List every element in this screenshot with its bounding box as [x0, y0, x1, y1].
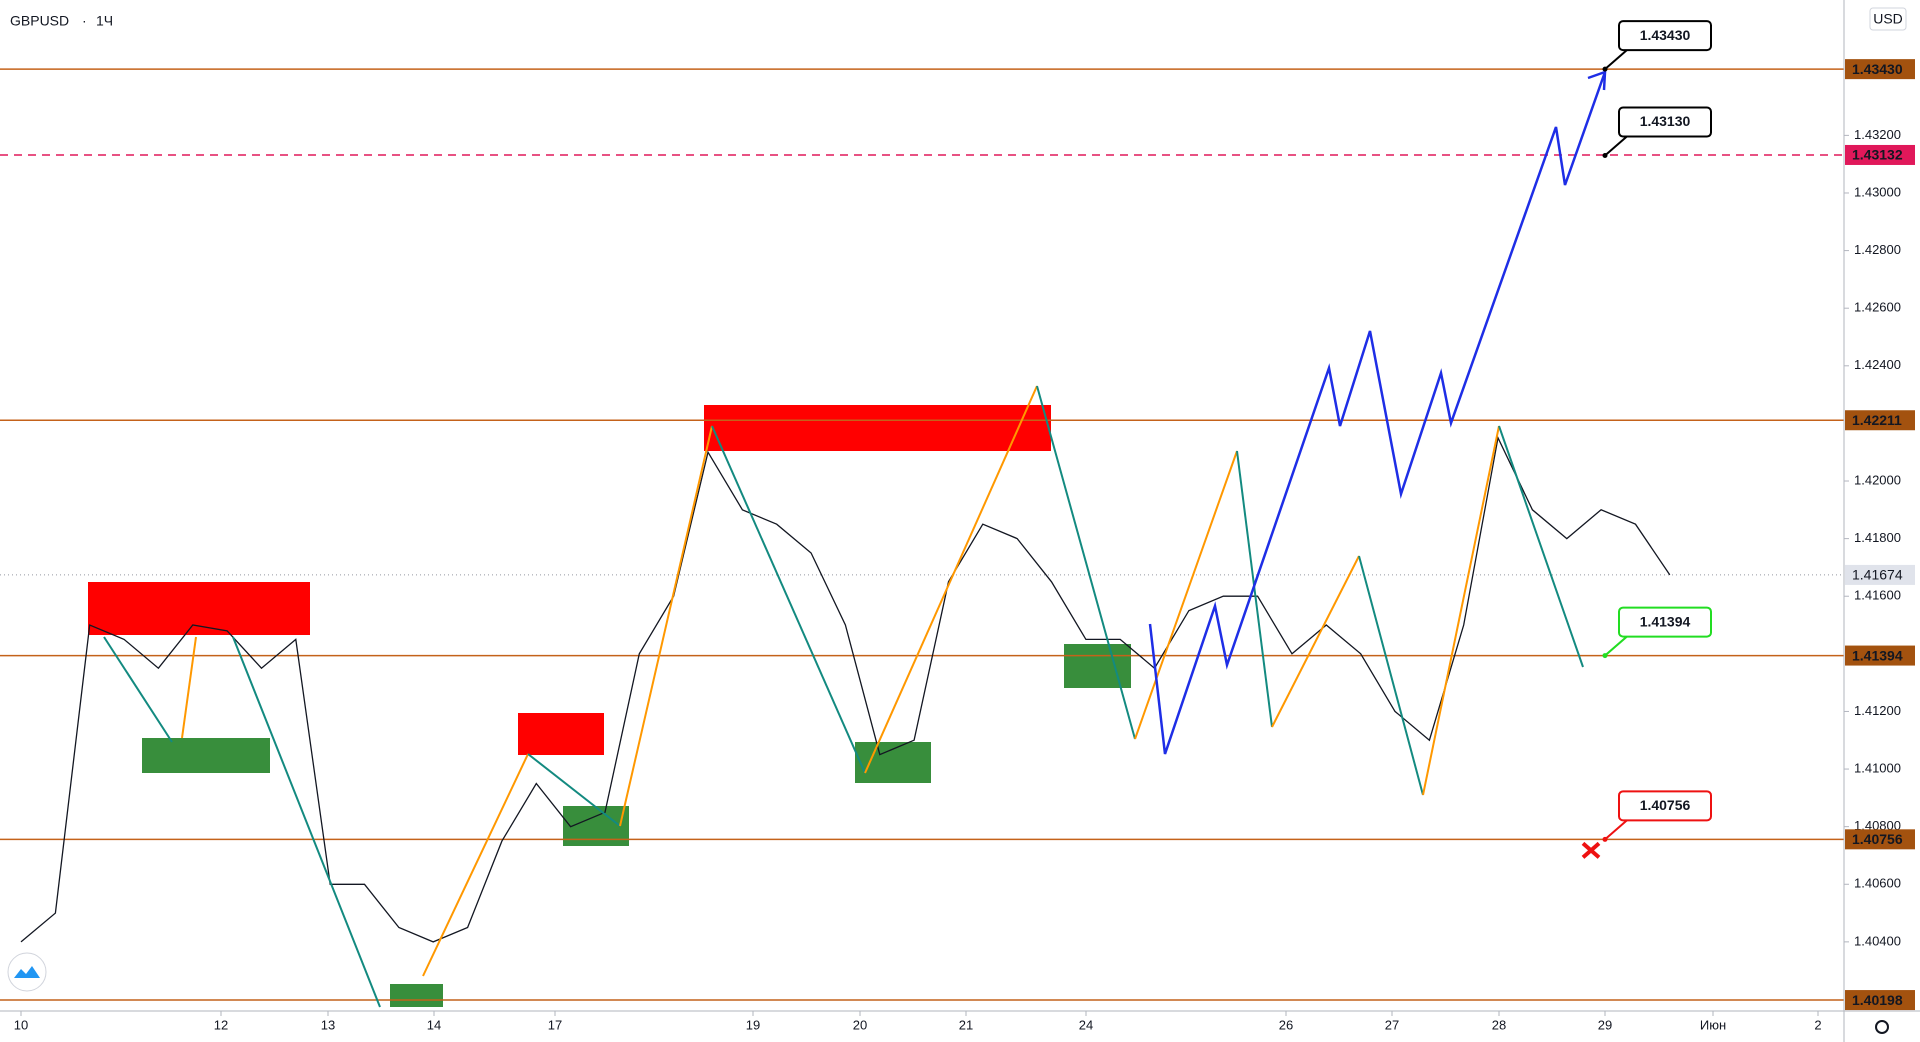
x-tick-label: 13	[321, 1017, 335, 1032]
level-label: 1.43430	[1852, 61, 1903, 77]
wave-up	[181, 636, 197, 739]
callout-box	[1618, 106, 1712, 138]
y-tick-label: 1.40400	[1854, 933, 1901, 948]
level-label-bg	[1845, 645, 1915, 666]
x-tick-label: 27	[1385, 1017, 1399, 1032]
demand-zone	[142, 738, 270, 773]
price-line	[20, 435, 1671, 943]
wave-down	[1036, 385, 1136, 740]
x-tick-label: 14	[427, 1017, 441, 1032]
level-label-bg	[1845, 829, 1915, 850]
y-tick-label: 1.42400	[1854, 357, 1901, 372]
interval: 1Ч	[96, 13, 113, 29]
stop-mark	[1581, 841, 1601, 859]
current-price-label: 1.41674	[1852, 567, 1903, 583]
callout-label: 1.41394	[1640, 613, 1691, 629]
callout-box	[1618, 606, 1712, 638]
x-tick-label: 29	[1598, 1017, 1612, 1032]
price	[20, 435, 1671, 943]
demand-zone	[855, 742, 931, 783]
y-tick-label: 1.43200	[1854, 127, 1901, 142]
forecast-path	[1148, 71, 1607, 755]
y-tick-label: 1.42000	[1854, 472, 1901, 487]
currency-box[interactable]	[1869, 7, 1907, 31]
wave-down	[711, 425, 866, 774]
level-label: 1.40756	[1852, 831, 1903, 847]
y-tick-label: 1.42600	[1854, 300, 1901, 315]
currency[interactable]: USD	[1873, 11, 1903, 27]
separator: ·	[82, 13, 87, 29]
level-labels: 1.43430 1.43132 1.42211 1.41394 1.40756 1.401…	[1845, 59, 1915, 1011]
wave-up	[1271, 555, 1360, 728]
level-label-bg	[1845, 144, 1915, 165]
level-label: 1.41394	[1852, 647, 1903, 663]
callout-label: 1.43430	[1640, 27, 1691, 43]
settings-icon[interactable]	[1875, 1020, 1889, 1034]
x-tick-label: Июн	[1700, 1017, 1726, 1032]
supply-zone	[518, 713, 604, 755]
axes: 1.404001.406001.408001.410001.412001.416…	[14, 127, 1901, 1033]
wave-down	[103, 636, 173, 743]
x-tick-label: 28	[1492, 1017, 1506, 1032]
y-tick-label: 1.41600	[1854, 588, 1901, 603]
demand-zone	[1064, 644, 1131, 688]
header: GBPUSD · 1Ч	[10, 13, 113, 29]
y-tick-label: 1.41800	[1854, 530, 1901, 545]
wave-up	[619, 425, 713, 827]
wave-up	[864, 385, 1038, 774]
level-label-bg	[1845, 410, 1915, 431]
wave-down	[1358, 555, 1424, 796]
supply-zone	[88, 582, 310, 635]
callout-box	[1618, 790, 1712, 822]
forecast-arrow	[1587, 70, 1607, 91]
price-axis-bg	[1844, 0, 1920, 1042]
current-price-bg	[1845, 564, 1915, 585]
level-label: 1.43132	[1852, 147, 1903, 163]
callout-label: 1.43130	[1640, 113, 1691, 129]
wave-up	[1134, 450, 1238, 740]
zones	[88, 405, 1131, 1007]
wave-down	[1236, 450, 1273, 728]
callout-pointer	[1604, 634, 1629, 657]
callout-pointer	[1604, 818, 1629, 841]
supply-zone	[704, 405, 1051, 451]
wave-down	[527, 753, 621, 827]
levels	[0, 68, 1844, 1001]
wave-up	[1422, 425, 1500, 796]
x-tick-label: 20	[853, 1017, 867, 1032]
symbol: GBPUSD	[10, 13, 69, 29]
callout-label: 1.40756	[1640, 797, 1691, 813]
level-label-bg	[1845, 990, 1915, 1011]
level-label: 1.42211	[1852, 412, 1902, 428]
x-tick-label: 10	[14, 1017, 28, 1032]
x-tick-label: 21	[959, 1017, 973, 1032]
wave-down	[1498, 425, 1584, 668]
callout-box	[1618, 20, 1712, 52]
callout-pointer	[1604, 134, 1629, 157]
demand-zone	[390, 984, 443, 1007]
callouts: 1.43430 1.43130 1.41394 1.40756	[1581, 20, 1712, 859]
x-tick-label: 19	[746, 1017, 760, 1032]
waves	[103, 70, 1607, 1008]
x-tick-label: 12	[214, 1017, 228, 1032]
y-tick-label: 1.42800	[1854, 242, 1901, 257]
level-label-bg	[1845, 59, 1915, 80]
x-tick-label: 2	[1814, 1017, 1821, 1032]
wave-up	[422, 753, 529, 977]
y-tick-label: 1.41000	[1854, 760, 1901, 775]
y-tick-label: 1.41200	[1854, 703, 1901, 718]
wave-down	[232, 636, 381, 1008]
x-tick-label: 24	[1079, 1017, 1093, 1032]
logo[interactable]	[7, 952, 47, 992]
level-label: 1.40198	[1852, 992, 1903, 1008]
x-tick-label: 26	[1279, 1017, 1293, 1032]
y-tick-label: 1.40600	[1854, 876, 1901, 891]
callout-pointer	[1604, 48, 1629, 70]
y-tick-label: 1.43000	[1854, 184, 1901, 199]
x-tick-label: 17	[548, 1017, 562, 1032]
logo-mark	[14, 966, 40, 978]
